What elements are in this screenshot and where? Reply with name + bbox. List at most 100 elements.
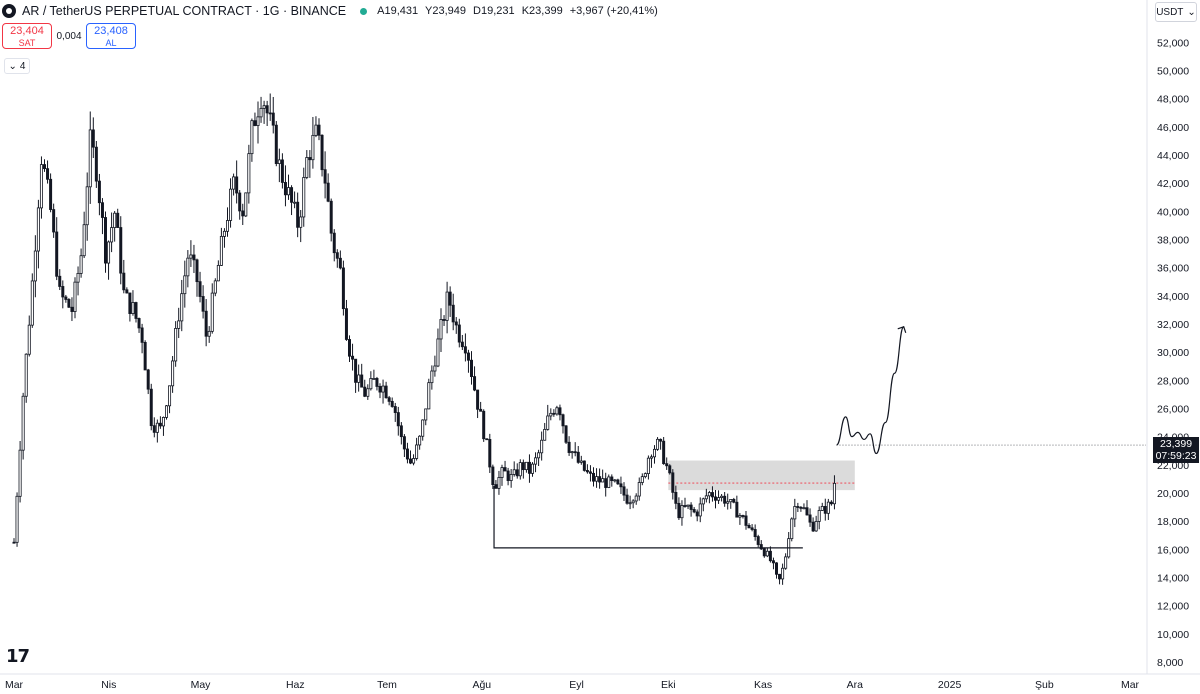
candle-body bbox=[808, 514, 812, 523]
candle-body bbox=[616, 479, 620, 485]
candle-body bbox=[18, 449, 22, 497]
candle-body bbox=[793, 506, 797, 520]
candle-body bbox=[829, 501, 833, 505]
price-tick-label: 40,000 bbox=[1157, 206, 1189, 218]
ar-coin-icon[interactable] bbox=[2, 4, 16, 18]
candle-body bbox=[714, 496, 718, 501]
candle-body bbox=[613, 479, 617, 482]
candle-body bbox=[332, 232, 336, 254]
candle-body bbox=[811, 521, 815, 532]
candle-body bbox=[598, 476, 602, 483]
candle-body bbox=[241, 210, 245, 217]
candle-body bbox=[320, 134, 324, 171]
time-tick-label: Mar bbox=[1121, 679, 1140, 691]
candle-body bbox=[415, 444, 419, 459]
candle-body bbox=[33, 250, 37, 282]
candle-body bbox=[646, 457, 650, 474]
candle-body bbox=[643, 473, 647, 478]
candle-body bbox=[637, 482, 641, 497]
time-tick-label: Ara bbox=[847, 679, 864, 691]
candle-body bbox=[546, 415, 550, 430]
candle-body bbox=[473, 376, 477, 391]
candle-body bbox=[256, 116, 260, 126]
candle-body bbox=[128, 292, 132, 314]
indicators-toggle[interactable]: ⌄ 4 bbox=[4, 58, 30, 74]
candle-body bbox=[497, 477, 501, 489]
time-tick-label: Mar bbox=[5, 679, 24, 691]
sell-button[interactable]: 23,404 SAT bbox=[2, 23, 52, 49]
currency-selector[interactable]: USDT ⌄ bbox=[1155, 2, 1197, 22]
sell-label: SAT bbox=[18, 38, 36, 48]
candle-body bbox=[125, 289, 129, 294]
candle-body bbox=[85, 186, 89, 226]
candle-body bbox=[229, 188, 233, 221]
candle-body bbox=[116, 212, 120, 228]
candle-body bbox=[515, 469, 519, 477]
candle-body bbox=[799, 506, 803, 509]
candle-body bbox=[274, 124, 278, 164]
support-line bbox=[493, 485, 803, 549]
candle-body bbox=[366, 388, 370, 397]
price-tick-label: 36,000 bbox=[1157, 263, 1189, 275]
candle-body bbox=[195, 259, 199, 283]
candle-body bbox=[15, 495, 19, 543]
candle-body bbox=[180, 293, 184, 322]
candle-body bbox=[351, 355, 355, 360]
candle-body bbox=[290, 187, 294, 203]
candle-body bbox=[649, 456, 653, 459]
candle-body bbox=[570, 451, 574, 454]
price-tick-label: 46,000 bbox=[1157, 122, 1189, 134]
candle-body bbox=[399, 425, 403, 438]
candle-body bbox=[604, 478, 608, 488]
symbol-title[interactable]: AR / TetherUS PERPETUAL CONTRACT · 1G · … bbox=[22, 4, 347, 18]
time-tick-label: Tem bbox=[377, 679, 397, 691]
candle-body bbox=[335, 252, 339, 259]
candle-body bbox=[729, 499, 733, 503]
candle-body bbox=[802, 507, 806, 510]
candle-body bbox=[155, 422, 159, 433]
change-value: +3,967 (+20,41%) bbox=[569, 5, 658, 17]
candle-body bbox=[573, 451, 577, 454]
trade-box: 23,404 SAT 0,004 23,408 AL bbox=[2, 23, 136, 49]
candle-body bbox=[476, 389, 480, 410]
tradingview-logo[interactable]: 17 bbox=[6, 646, 30, 667]
candle-body bbox=[61, 286, 65, 298]
candle-body bbox=[152, 425, 156, 433]
candle-body bbox=[717, 497, 721, 501]
price-tick-label: 16,000 bbox=[1157, 544, 1189, 556]
candle-body bbox=[323, 169, 327, 184]
candle-body bbox=[222, 230, 226, 237]
time-tick-label: May bbox=[191, 679, 212, 691]
buy-price: 23,408 bbox=[94, 25, 128, 37]
price-tick-label: 48,000 bbox=[1157, 94, 1189, 106]
candle-body bbox=[177, 320, 181, 329]
candle-body bbox=[91, 129, 95, 148]
candle-body bbox=[576, 451, 580, 463]
candle-body bbox=[317, 124, 321, 136]
bar-countdown: 07:59:23 bbox=[1155, 450, 1197, 462]
candle-body bbox=[308, 157, 312, 161]
candle-body bbox=[277, 159, 281, 164]
candle-body bbox=[796, 506, 800, 508]
candle-body bbox=[723, 495, 727, 504]
time-tick-label: Nis bbox=[101, 679, 116, 691]
candle-body bbox=[250, 120, 254, 155]
candle-body bbox=[134, 302, 138, 319]
buy-button[interactable]: 23,408 AL bbox=[86, 23, 136, 49]
candle-body bbox=[186, 257, 190, 277]
last-price-label: 23,399 07:59:23 bbox=[1153, 437, 1199, 463]
chevron-down-icon: ⌄ bbox=[1187, 6, 1196, 18]
candle-body bbox=[183, 275, 187, 295]
high-value: Y23,949 bbox=[425, 5, 466, 17]
candle-body bbox=[204, 310, 208, 337]
candle-body bbox=[79, 255, 83, 274]
time-tick-label: Eyl bbox=[569, 679, 584, 691]
candle-body bbox=[338, 257, 342, 269]
candle-body bbox=[396, 412, 400, 427]
candle-body bbox=[94, 146, 98, 182]
candle-body bbox=[158, 422, 162, 427]
price-tick-label: 50,000 bbox=[1157, 65, 1189, 77]
candle-body bbox=[567, 441, 571, 453]
candle-body bbox=[36, 207, 40, 252]
